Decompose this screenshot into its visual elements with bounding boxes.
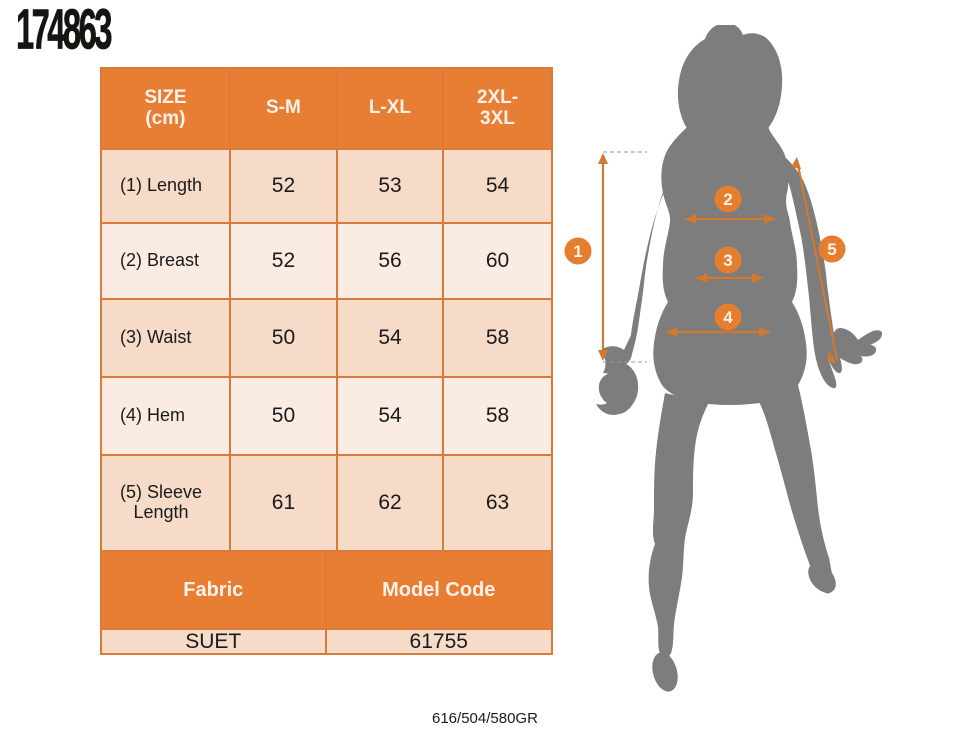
svg-text:4: 4 [723, 308, 733, 327]
svg-text:2: 2 [723, 190, 732, 209]
svg-text:5: 5 [827, 240, 836, 259]
svg-text:1: 1 [573, 242, 582, 261]
svg-text:3: 3 [723, 251, 732, 270]
